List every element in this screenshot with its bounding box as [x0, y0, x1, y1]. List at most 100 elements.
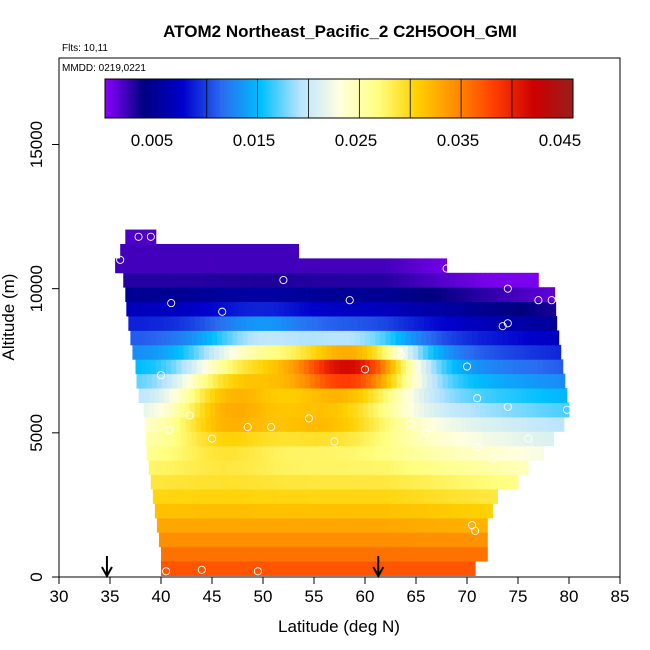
heatmap-cell: [320, 301, 326, 317]
heatmap-cell: [407, 489, 414, 504]
heatmap-cell: [203, 344, 210, 360]
heatmap-cell: [471, 416, 477, 432]
heatmap-cell: [245, 272, 252, 288]
heatmap-cell: [490, 460, 496, 476]
heatmap-cell: [473, 373, 479, 389]
heatmap-cell: [337, 272, 343, 288]
heatmap-cell: [483, 445, 489, 461]
heatmap-cell: [447, 301, 454, 317]
heatmap-cell: [245, 402, 252, 418]
heatmap-cell: [312, 416, 319, 432]
heatmap-cell: [344, 561, 351, 576]
heatmap-cell: [271, 532, 277, 548]
heatmap-cell: [222, 287, 228, 303]
heatmap-cell: [194, 532, 201, 548]
heatmap-cell: [360, 301, 367, 317]
heatmap-cell: [178, 489, 184, 504]
heatmap-cell: [361, 489, 368, 504]
heatmap-cell: [380, 287, 386, 303]
heatmap-cell: [519, 373, 525, 389]
heatmap-cell: [472, 431, 478, 447]
heatmap-cell: [283, 359, 289, 375]
heatmap-cell: [167, 445, 173, 461]
heatmap-cell: [164, 532, 170, 548]
heatmap-cell: [220, 316, 226, 331]
heatmap-cell: [317, 388, 323, 403]
heatmap-cell: [233, 301, 239, 317]
colorbar-gradient: [104, 78, 574, 119]
heatmap-cell: [294, 301, 301, 317]
heatmap-cell: [206, 258, 213, 274]
heatmap-cell: [202, 301, 209, 317]
heatmap-cell: [236, 416, 242, 432]
heatmap-cell: [405, 474, 412, 490]
heatmap-cell: [398, 460, 405, 476]
heatmap-cell: [240, 532, 247, 548]
heatmap-cell: [250, 402, 257, 418]
heatmap-cell: [414, 503, 421, 519]
heatmap-cell: [213, 517, 219, 533]
heatmap-cell: [457, 373, 464, 389]
heatmap-cell: [239, 489, 246, 504]
heatmap-cell: [453, 344, 460, 360]
heatmap-cell: [161, 359, 167, 375]
heatmap-cell: [225, 388, 231, 403]
heatmap-cell: [384, 416, 390, 432]
heatmap-cell: [337, 388, 343, 403]
heatmap-cell: [327, 272, 333, 288]
heatmap-cell: [286, 460, 292, 476]
heatmap-cell: [462, 445, 469, 461]
heatmap-cell: [303, 431, 310, 447]
heatmap-cell: [174, 532, 180, 548]
heatmap-cell: [153, 316, 160, 331]
heatmap-cell: [310, 344, 317, 360]
heatmap-cell: [213, 373, 219, 389]
heatmap-cell: [230, 460, 236, 476]
heatmap-cell: [438, 344, 444, 360]
heatmap-cell: [188, 489, 195, 504]
heatmap-cell: [304, 301, 311, 317]
heatmap-cell: [297, 503, 304, 519]
heatmap-cell: [201, 546, 208, 562]
heatmap-cell: [167, 301, 173, 317]
heatmap-cell: [546, 388, 553, 403]
heatmap-cell: [174, 272, 180, 288]
heatmap-cell: [413, 272, 420, 288]
heatmap-cell: [406, 373, 413, 389]
heatmap-cell: [439, 272, 445, 288]
heatmap-cell: [272, 416, 278, 432]
heatmap-cell: [277, 416, 283, 432]
heatmap-cell: [219, 344, 225, 360]
heatmap-cell: [505, 402, 512, 418]
heatmap-cell: [257, 359, 264, 375]
heatmap-cell: [164, 272, 170, 288]
heatmap-cell: [130, 258, 136, 274]
heatmap-cell: [455, 503, 462, 519]
heatmap-cell: [339, 546, 345, 562]
heatmap-cell: [366, 517, 372, 533]
heatmap-cell: [432, 445, 438, 461]
heatmap-cell: [286, 388, 292, 403]
heatmap-cell: [473, 445, 479, 461]
heatmap-cell: [409, 416, 416, 432]
heatmap-cell: [355, 517, 362, 533]
heatmap-cell: [368, 460, 374, 476]
heatmap-cell: [472, 287, 478, 303]
heatmap-cell: [416, 561, 422, 576]
heatmap-cell: [531, 402, 537, 418]
heatmap-cell: [324, 359, 330, 375]
heatmap-cell: [375, 546, 381, 562]
heatmap-cell: [268, 474, 274, 490]
heatmap-cell: [358, 503, 365, 519]
heatmap-cell: [320, 373, 326, 389]
heatmap-cell: [166, 359, 172, 375]
heatmap-cell: [318, 503, 324, 519]
heatmap-cell: [222, 243, 228, 259]
heatmap-cell: [534, 373, 540, 389]
heatmap-cell: [182, 517, 188, 533]
heatmap-cell: [366, 445, 372, 461]
heatmap-cell: [470, 316, 476, 331]
heatmap-cell: [497, 330, 504, 346]
x-tick-label: 75: [509, 587, 528, 606]
heatmap-cell: [258, 373, 265, 389]
